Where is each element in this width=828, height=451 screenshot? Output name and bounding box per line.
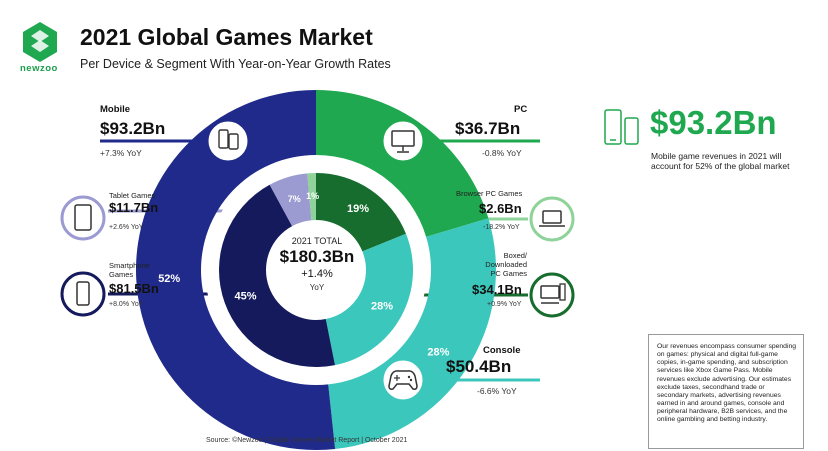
- inner-ring: 19% 28% 45% 7% 1%: [219, 173, 414, 367]
- inner-pct-label: 1%: [306, 191, 319, 201]
- desktop-pc-icon: [529, 272, 575, 318]
- smartphone-yoy: +8.0% YoY: [109, 301, 144, 308]
- outer-pct-label: 28%: [427, 346, 449, 358]
- pc-yoy: -0.8% YoY: [482, 148, 522, 158]
- center-total-label: 2021 TOTAL: [291, 236, 343, 246]
- newzoo-logo-icon: [23, 22, 57, 62]
- boxed-value: $34.1Bn: [472, 282, 522, 297]
- smartphone-icon: [60, 271, 106, 317]
- laptop-icon: [529, 196, 575, 242]
- pc-label: PC: [514, 104, 528, 115]
- boxed-label: Boxed/ Downloaded PC Games: [485, 251, 527, 278]
- browser-value: $2.6Bn: [479, 201, 522, 216]
- brand-name: newzoo: [20, 63, 58, 74]
- center-total-value: $180.3Bn: [279, 247, 355, 266]
- center-yoy: YoY: [309, 283, 325, 292]
- inner-slice-smartphone-games: [219, 184, 335, 367]
- outer-pct-label: 52%: [158, 273, 180, 285]
- inner-pct-label: 28%: [371, 301, 393, 313]
- center-growth: +1.4%: [301, 268, 333, 280]
- highlight-text: Mobile game revenues in 2021 will accoun…: [651, 151, 790, 172]
- inner-pct-label: 7%: [288, 194, 301, 204]
- pc-value: $36.7Bn: [455, 119, 521, 138]
- mobile-devices-icon: [604, 109, 639, 145]
- smartphone-label: Smartphone Games: [109, 261, 150, 279]
- mobile-yoy: +7.3% YoY: [100, 148, 142, 158]
- tablet-icon: [60, 195, 106, 241]
- inner-slice-tablet-games: [269, 173, 312, 227]
- outer-slice-console: [328, 218, 496, 449]
- mobile-label: Mobile: [100, 104, 131, 115]
- source-line: Source: ©Newzoo | Global Games Market Re…: [206, 437, 408, 444]
- gamepad-icon: [380, 357, 426, 403]
- inner-slice-console: [325, 233, 414, 366]
- inner-slice-browser-pc-games: [307, 173, 316, 221]
- page-subtitle: Per Device & Segment With Year-on-Year G…: [80, 57, 391, 71]
- console-yoy: -6.6% YoY: [477, 386, 517, 396]
- tablet-yoy: +2.6% YoY: [109, 224, 144, 231]
- boxed-yoy: +0.9% YoY: [487, 301, 522, 308]
- tablet-value: $11.7Bn: [109, 200, 159, 215]
- pc-monitor-icon: [380, 118, 426, 164]
- mobile-value: $93.2Bn: [100, 119, 166, 138]
- browser-label: Browser PC Games: [456, 189, 523, 198]
- inner-pct-label: 19%: [347, 203, 369, 215]
- tablet-label: Tablet Games: [109, 191, 156, 200]
- console-value: $50.4Bn: [446, 357, 512, 376]
- inner-pct-label: 45%: [234, 291, 256, 303]
- highlight-value: $93.2Bn: [650, 104, 777, 141]
- inner-slice-boxed-downloaded-pc-games: [316, 173, 406, 252]
- smartphone-value: $81.5Bn: [109, 281, 159, 296]
- mobile-icon: [205, 118, 251, 164]
- outer-slice-mobile: [136, 90, 336, 450]
- page-title: 2021 Global Games Market: [80, 24, 373, 50]
- browser-yoy: -18.2% YoY: [483, 224, 520, 231]
- methodology-note: Our revenues encompass consumer spending…: [648, 334, 804, 449]
- console-label: Console: [483, 345, 521, 356]
